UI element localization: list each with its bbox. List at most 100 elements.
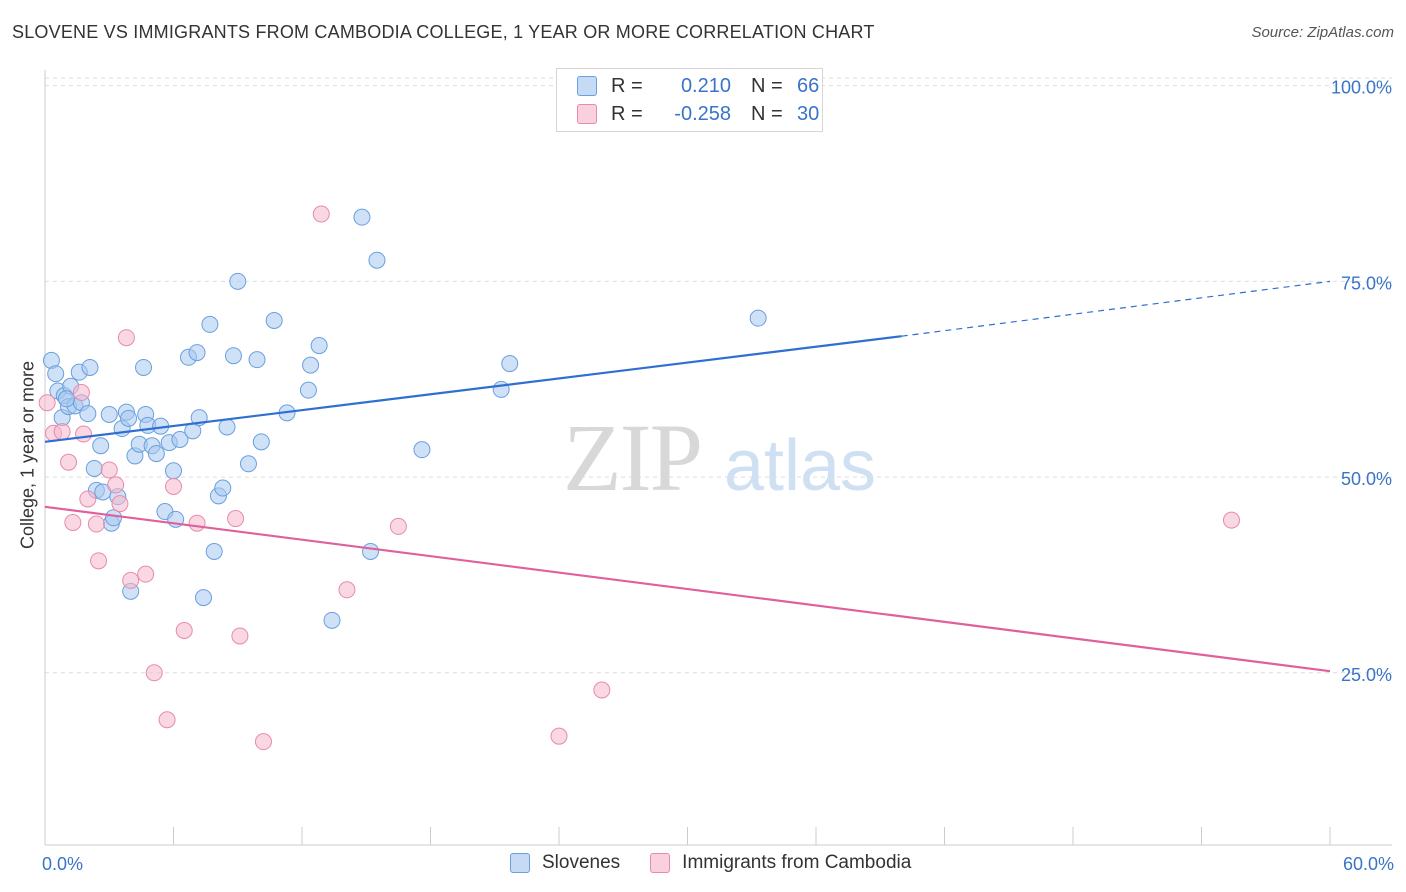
point-slovenes <box>57 390 75 408</box>
legend-label-slovenes: Slovenes <box>542 852 621 873</box>
point-slovenes <box>100 405 118 423</box>
legend-n-value: 30 <box>797 102 820 125</box>
legend-n-label: N = <box>751 74 783 97</box>
legend-swatch-slovenes <box>510 853 530 873</box>
point-cambodia <box>117 329 135 347</box>
point-cambodia <box>60 453 78 471</box>
point-slovenes <box>265 312 283 330</box>
point-slovenes <box>92 437 110 455</box>
point-slovenes <box>135 358 153 376</box>
legend-n-value: 66 <box>797 74 820 97</box>
point-cambodia <box>87 515 105 533</box>
point-cambodia <box>389 517 407 535</box>
point-cambodia <box>79 490 97 508</box>
point-cambodia <box>1222 511 1240 529</box>
point-cambodia <box>175 622 193 640</box>
point-cambodia <box>111 495 129 513</box>
point-cambodia <box>188 514 206 532</box>
point-slovenes <box>229 272 247 290</box>
point-cambodia <box>145 664 163 682</box>
point-slovenes <box>299 381 317 399</box>
point-slovenes <box>201 315 219 333</box>
point-slovenes <box>105 509 123 527</box>
trend-line-slovenes <box>44 335 902 443</box>
x-tick-label: 60.0% <box>1343 854 1394 874</box>
point-slovenes <box>749 309 767 327</box>
y-tick-label: 100.0% <box>1331 78 1392 98</box>
point-cambodia <box>593 681 611 699</box>
point-slovenes <box>239 455 257 473</box>
point-cambodia <box>312 205 330 223</box>
y-axis-label: College, 1 year or more <box>17 360 38 550</box>
point-cambodia <box>75 425 93 443</box>
point-cambodia <box>122 571 140 589</box>
tick-labels: 100.0% 75.0% 50.0% 25.0% 0.0% 60.0% <box>42 78 1394 874</box>
correlation-legend: R = 0.210 N = 66 R = -0.258 N = 30 <box>556 68 823 132</box>
point-cambodia <box>338 581 356 599</box>
legend-r-label: R = <box>611 74 643 97</box>
point-slovenes <box>214 479 232 497</box>
point-slovenes <box>85 459 103 477</box>
chart-title: SLOVENE VS IMMIGRANTS FROM CAMBODIA COLL… <box>12 22 875 42</box>
point-cambodia <box>53 423 71 441</box>
point-cambodia <box>158 711 176 729</box>
point-slovenes <box>323 611 341 629</box>
point-slovenes <box>194 589 212 607</box>
legend-row-slovenes: R = 0.210 N = 66 <box>577 73 819 99</box>
point-cambodia <box>550 727 568 745</box>
axes <box>44 70 1392 846</box>
point-cambodia <box>90 552 108 570</box>
point-slovenes <box>413 441 431 459</box>
legend-n-label: N = <box>751 102 783 125</box>
point-slovenes <box>501 355 519 373</box>
legend-swatch-slovenes <box>577 76 597 96</box>
point-cambodia <box>100 461 118 479</box>
x-tick-label: 0.0% <box>42 854 83 874</box>
y-tick-label: 75.0% <box>1341 273 1392 293</box>
point-cambodia <box>137 565 155 583</box>
data-points <box>38 205 1240 751</box>
y-tick-label: 50.0% <box>1341 469 1392 489</box>
point-cambodia <box>227 510 245 528</box>
point-slovenes <box>248 351 266 369</box>
point-slovenes <box>79 405 97 423</box>
grid-lines <box>45 77 1392 674</box>
point-slovenes <box>218 418 236 436</box>
legend-r-label: R = <box>611 102 643 125</box>
point-cambodia <box>64 513 82 531</box>
point-slovenes <box>252 433 270 451</box>
watermark-atlas: atlas <box>724 426 876 506</box>
legend-item-cambodia: Immigrants from Cambodia <box>650 852 911 874</box>
trend-lines <box>44 280 1331 673</box>
point-cambodia <box>72 384 90 402</box>
point-slovenes <box>205 542 223 560</box>
legend-r-value: 0.210 <box>680 74 731 97</box>
point-slovenes <box>188 344 206 362</box>
point-slovenes <box>353 208 371 226</box>
trend-line-slovenes-extension <box>901 280 1331 337</box>
legend-label-cambodia: Immigrants from Cambodia <box>682 852 912 873</box>
point-slovenes <box>165 462 182 480</box>
point-slovenes <box>224 347 242 365</box>
point-cambodia <box>38 394 56 412</box>
legend-swatch-cambodia <box>577 104 597 124</box>
point-cambodia <box>165 477 182 495</box>
point-slovenes <box>120 409 138 427</box>
legend-r-value: -0.258 <box>674 102 731 125</box>
legend-row-cambodia: R = -0.258 N = 30 <box>577 101 819 127</box>
point-slovenes <box>171 430 189 448</box>
point-slovenes <box>310 337 328 355</box>
point-slovenes <box>147 445 165 463</box>
legend-swatch-cambodia <box>650 853 671 873</box>
trend-line-cambodia <box>44 505 1331 673</box>
point-cambodia <box>107 476 125 494</box>
legend-item-slovenes: Slovenes <box>510 852 620 874</box>
chart-source: Source: ZipAtlas.com <box>1251 24 1394 41</box>
point-slovenes <box>368 251 386 269</box>
point-slovenes <box>81 358 99 376</box>
watermark: ZIP atlas <box>563 404 876 511</box>
point-slovenes <box>362 542 380 560</box>
series-legend: Slovenes Immigrants from Cambodia <box>510 852 941 874</box>
point-slovenes <box>302 356 320 374</box>
